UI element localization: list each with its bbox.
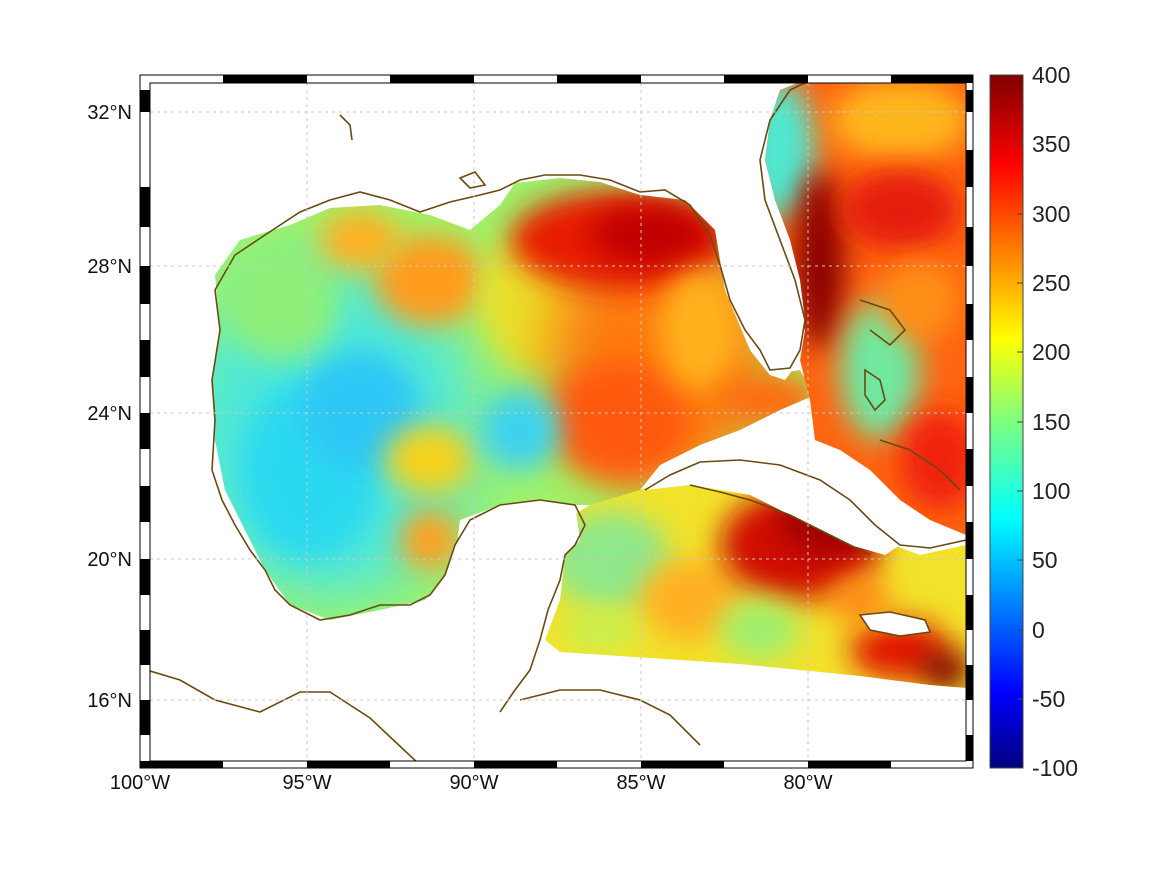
- lat-ticks: 32°N 28°N 24°N 20°N 16°N: [87, 102, 132, 712]
- south-caribbean-nodata: [560, 652, 966, 761]
- lon-tick-95w: 95°W: [282, 772, 331, 794]
- lon-tick-85w: 85°W: [616, 772, 665, 794]
- heatmap-field: [150, 83, 966, 761]
- map-frame: [139, 74, 974, 769]
- colorbar-tick-250: 250: [1032, 270, 1070, 296]
- central-america-land: [150, 665, 423, 761]
- florida-land: [720, 190, 805, 380]
- lat-tick-24n: 24°N: [87, 403, 132, 425]
- cuba-land: [645, 455, 900, 555]
- colorbar: 400 350 300 250 200 150 100 50 0 -50 -10…: [989, 62, 1078, 781]
- lat-tick-28n: 28°N: [87, 256, 132, 278]
- yucatan-land: [420, 500, 580, 700]
- coastline: [150, 83, 966, 761]
- colorbar-tick-0: 0: [1032, 617, 1045, 643]
- colorbar-tick-100: 100: [1032, 478, 1070, 504]
- colorbar-tick-400: 400: [1032, 62, 1070, 88]
- colorbar-tick-150: 150: [1032, 409, 1070, 435]
- colorbar-tick-350: 350: [1032, 131, 1070, 157]
- jamaica-land: [860, 612, 930, 636]
- colorbar-tick-neg50: -50: [1032, 686, 1065, 712]
- colorbar-tick-50: 50: [1032, 547, 1058, 573]
- lon-tick-80w: 80°W: [783, 772, 832, 794]
- grid: [150, 83, 966, 761]
- lon-tick-90w: 90°W: [449, 772, 498, 794]
- lat-tick-16n: 16°N: [87, 690, 132, 712]
- colorbar-tick-neg100: -100: [1032, 755, 1078, 781]
- lon-tick-100w: 100°W: [110, 772, 170, 794]
- lat-tick-32n: 32°N: [87, 102, 132, 124]
- lat-tick-20n: 20°N: [87, 549, 132, 571]
- lon-ticks: 100°W 95°W 90°W 85°W 80°W: [110, 772, 833, 794]
- gulf-field: [212, 178, 815, 620]
- colorbar-tick-300: 300: [1032, 201, 1070, 227]
- colorbar-tick-200: 200: [1032, 339, 1070, 365]
